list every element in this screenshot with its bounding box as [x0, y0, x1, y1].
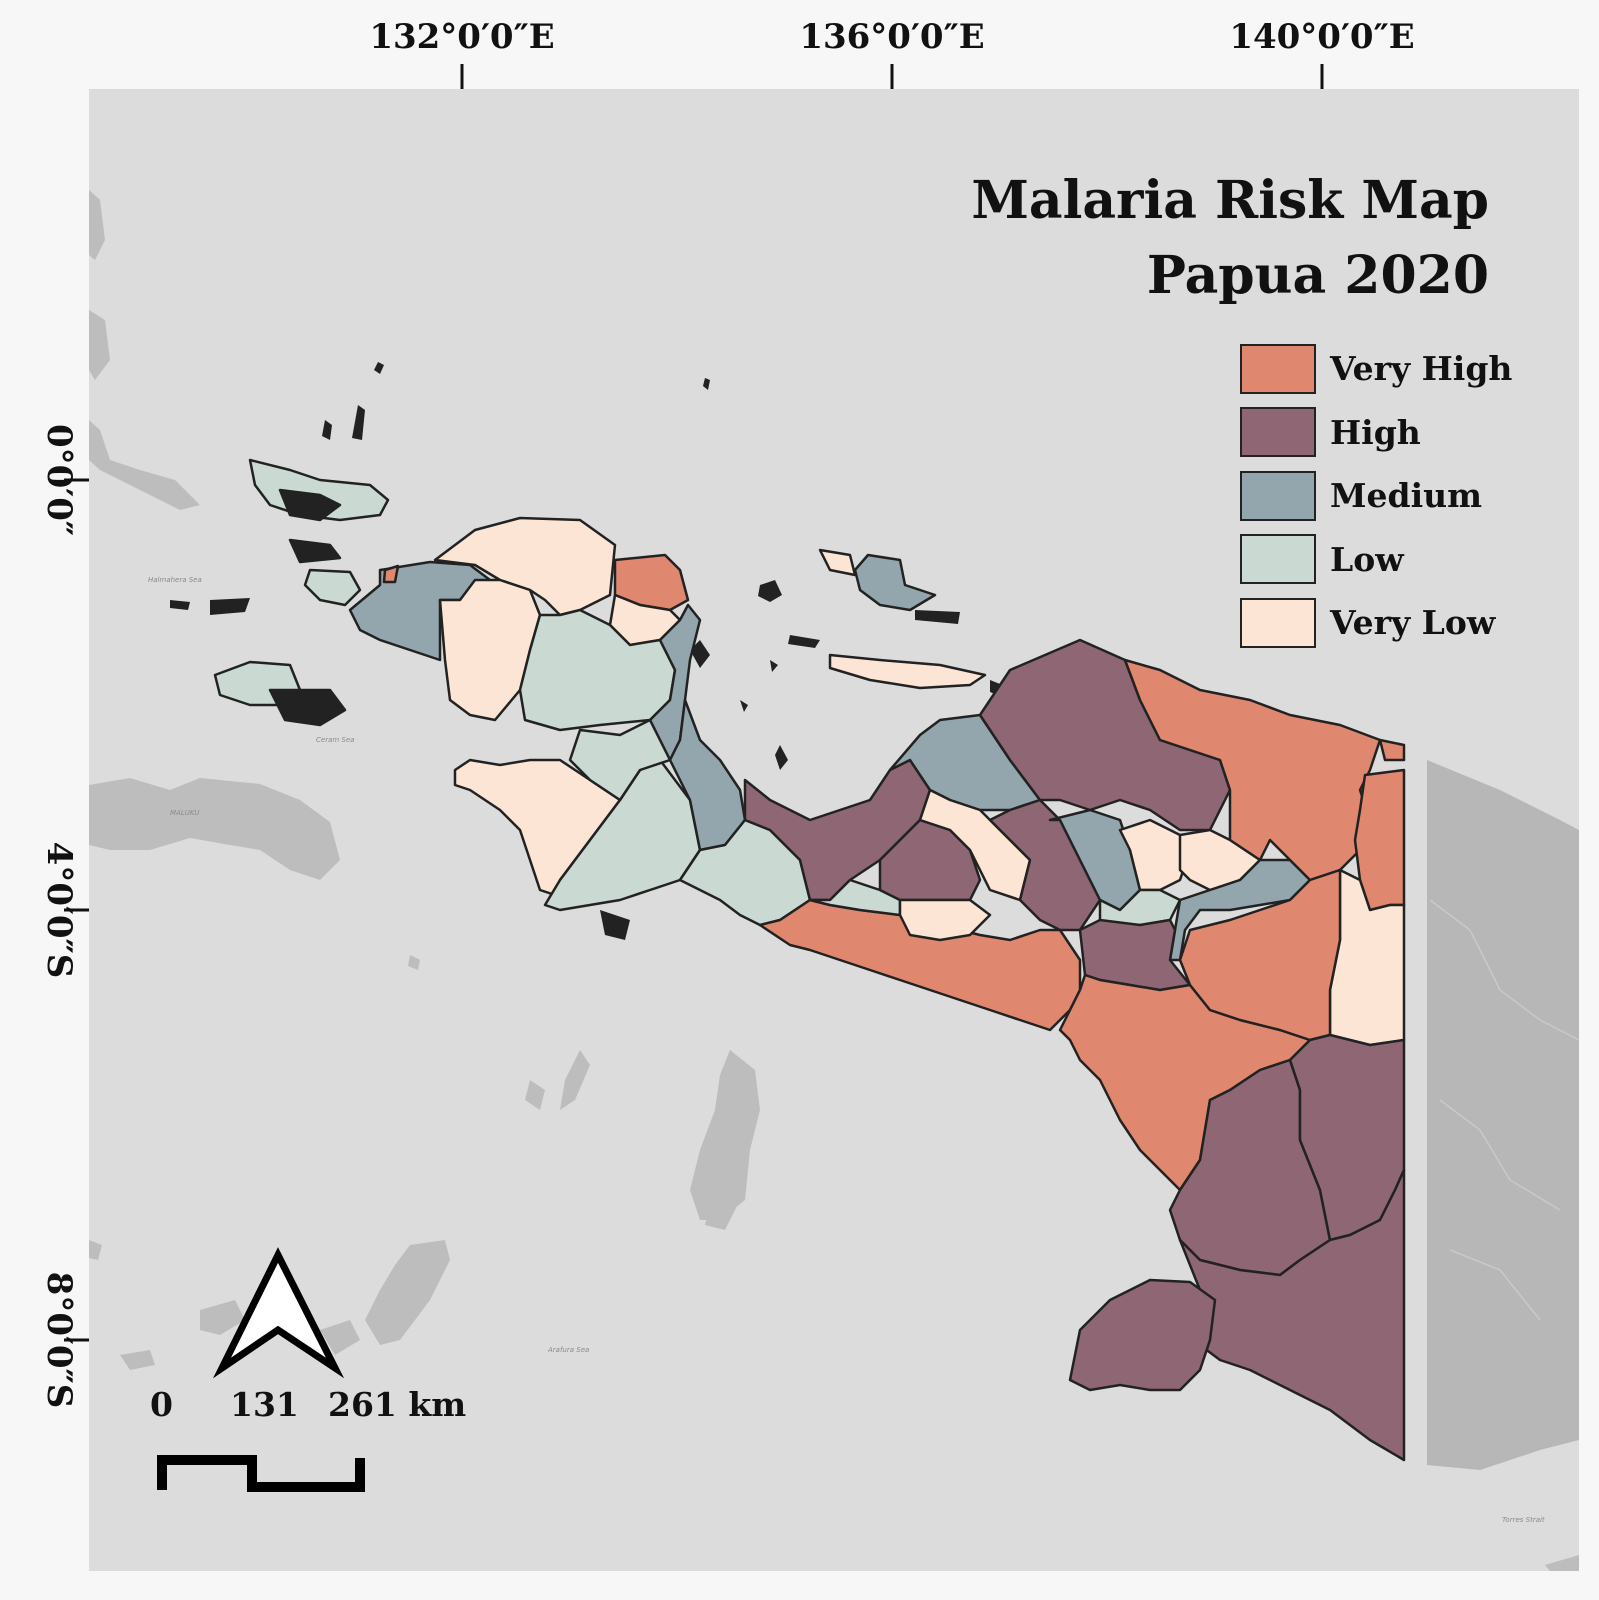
legend-label-very-high: Very High — [1330, 349, 1513, 388]
latitude-label-4s: 4°0′0″S — [39, 842, 79, 979]
sea-label-torres: Torres Strait — [1502, 1516, 1545, 1524]
legend-label-low: Low — [1330, 539, 1404, 579]
island-regions — [213, 458, 987, 727]
legend-swatch-high — [1240, 407, 1316, 457]
sea-label-ceram: Ceram Sea — [316, 736, 354, 744]
legend-item-very-low: Very Low — [1240, 595, 1540, 650]
scale-label-131: 131 — [230, 1385, 299, 1424]
scale-label-0: 0 — [150, 1385, 173, 1424]
png-land — [1427, 760, 1579, 1470]
graticule-ticks — [64, 64, 1324, 1342]
region-label-maluku: MALUKU — [170, 809, 199, 817]
legend: Very High High Medium Low Very Low — [1240, 341, 1540, 659]
legend-label-high: High — [1330, 412, 1421, 452]
scale-bar — [157, 1455, 365, 1492]
legend-swatch-very-low — [1240, 597, 1316, 648]
legend-swatch-very-high — [1240, 343, 1316, 394]
small-islands — [170, 362, 1015, 940]
png-rivers — [1429, 899, 1580, 1321]
latitude-label-8s: 8°0′0″S — [39, 1272, 79, 1409]
regency-polygons — [348, 516, 1406, 1462]
legend-swatch-medium — [1240, 470, 1316, 521]
longitude-label-136: 136°0′0″E — [799, 17, 984, 57]
map-subtitle: Papua 2020 — [1146, 245, 1489, 306]
legend-item-low: Low — [1240, 532, 1540, 587]
legend-swatch-low — [1240, 534, 1316, 584]
neighbor-land — [89, 190, 1579, 1571]
legend-item-very-high: Very High — [1240, 341, 1540, 396]
longitude-label-132: 132°0′0″E — [369, 17, 554, 57]
legend-item-medium: Medium — [1240, 468, 1540, 523]
legend-item-high: High — [1240, 405, 1540, 460]
legend-label-very-low: Very Low — [1330, 603, 1496, 642]
scale-label-261: 261 km — [328, 1385, 467, 1424]
sea-label-arafura: Arafura Sea — [547, 1346, 589, 1354]
latitude-label-0: 0°0′0″ — [39, 424, 79, 536]
north-arrow-icon — [212, 1247, 345, 1379]
legend-label-medium: Medium — [1330, 476, 1483, 515]
longitude-label-140: 140°0′0″E — [1229, 17, 1414, 57]
map-title: Malaria Risk Map — [971, 170, 1489, 231]
sea-label-halmahera: Halmahera Sea — [148, 576, 202, 584]
